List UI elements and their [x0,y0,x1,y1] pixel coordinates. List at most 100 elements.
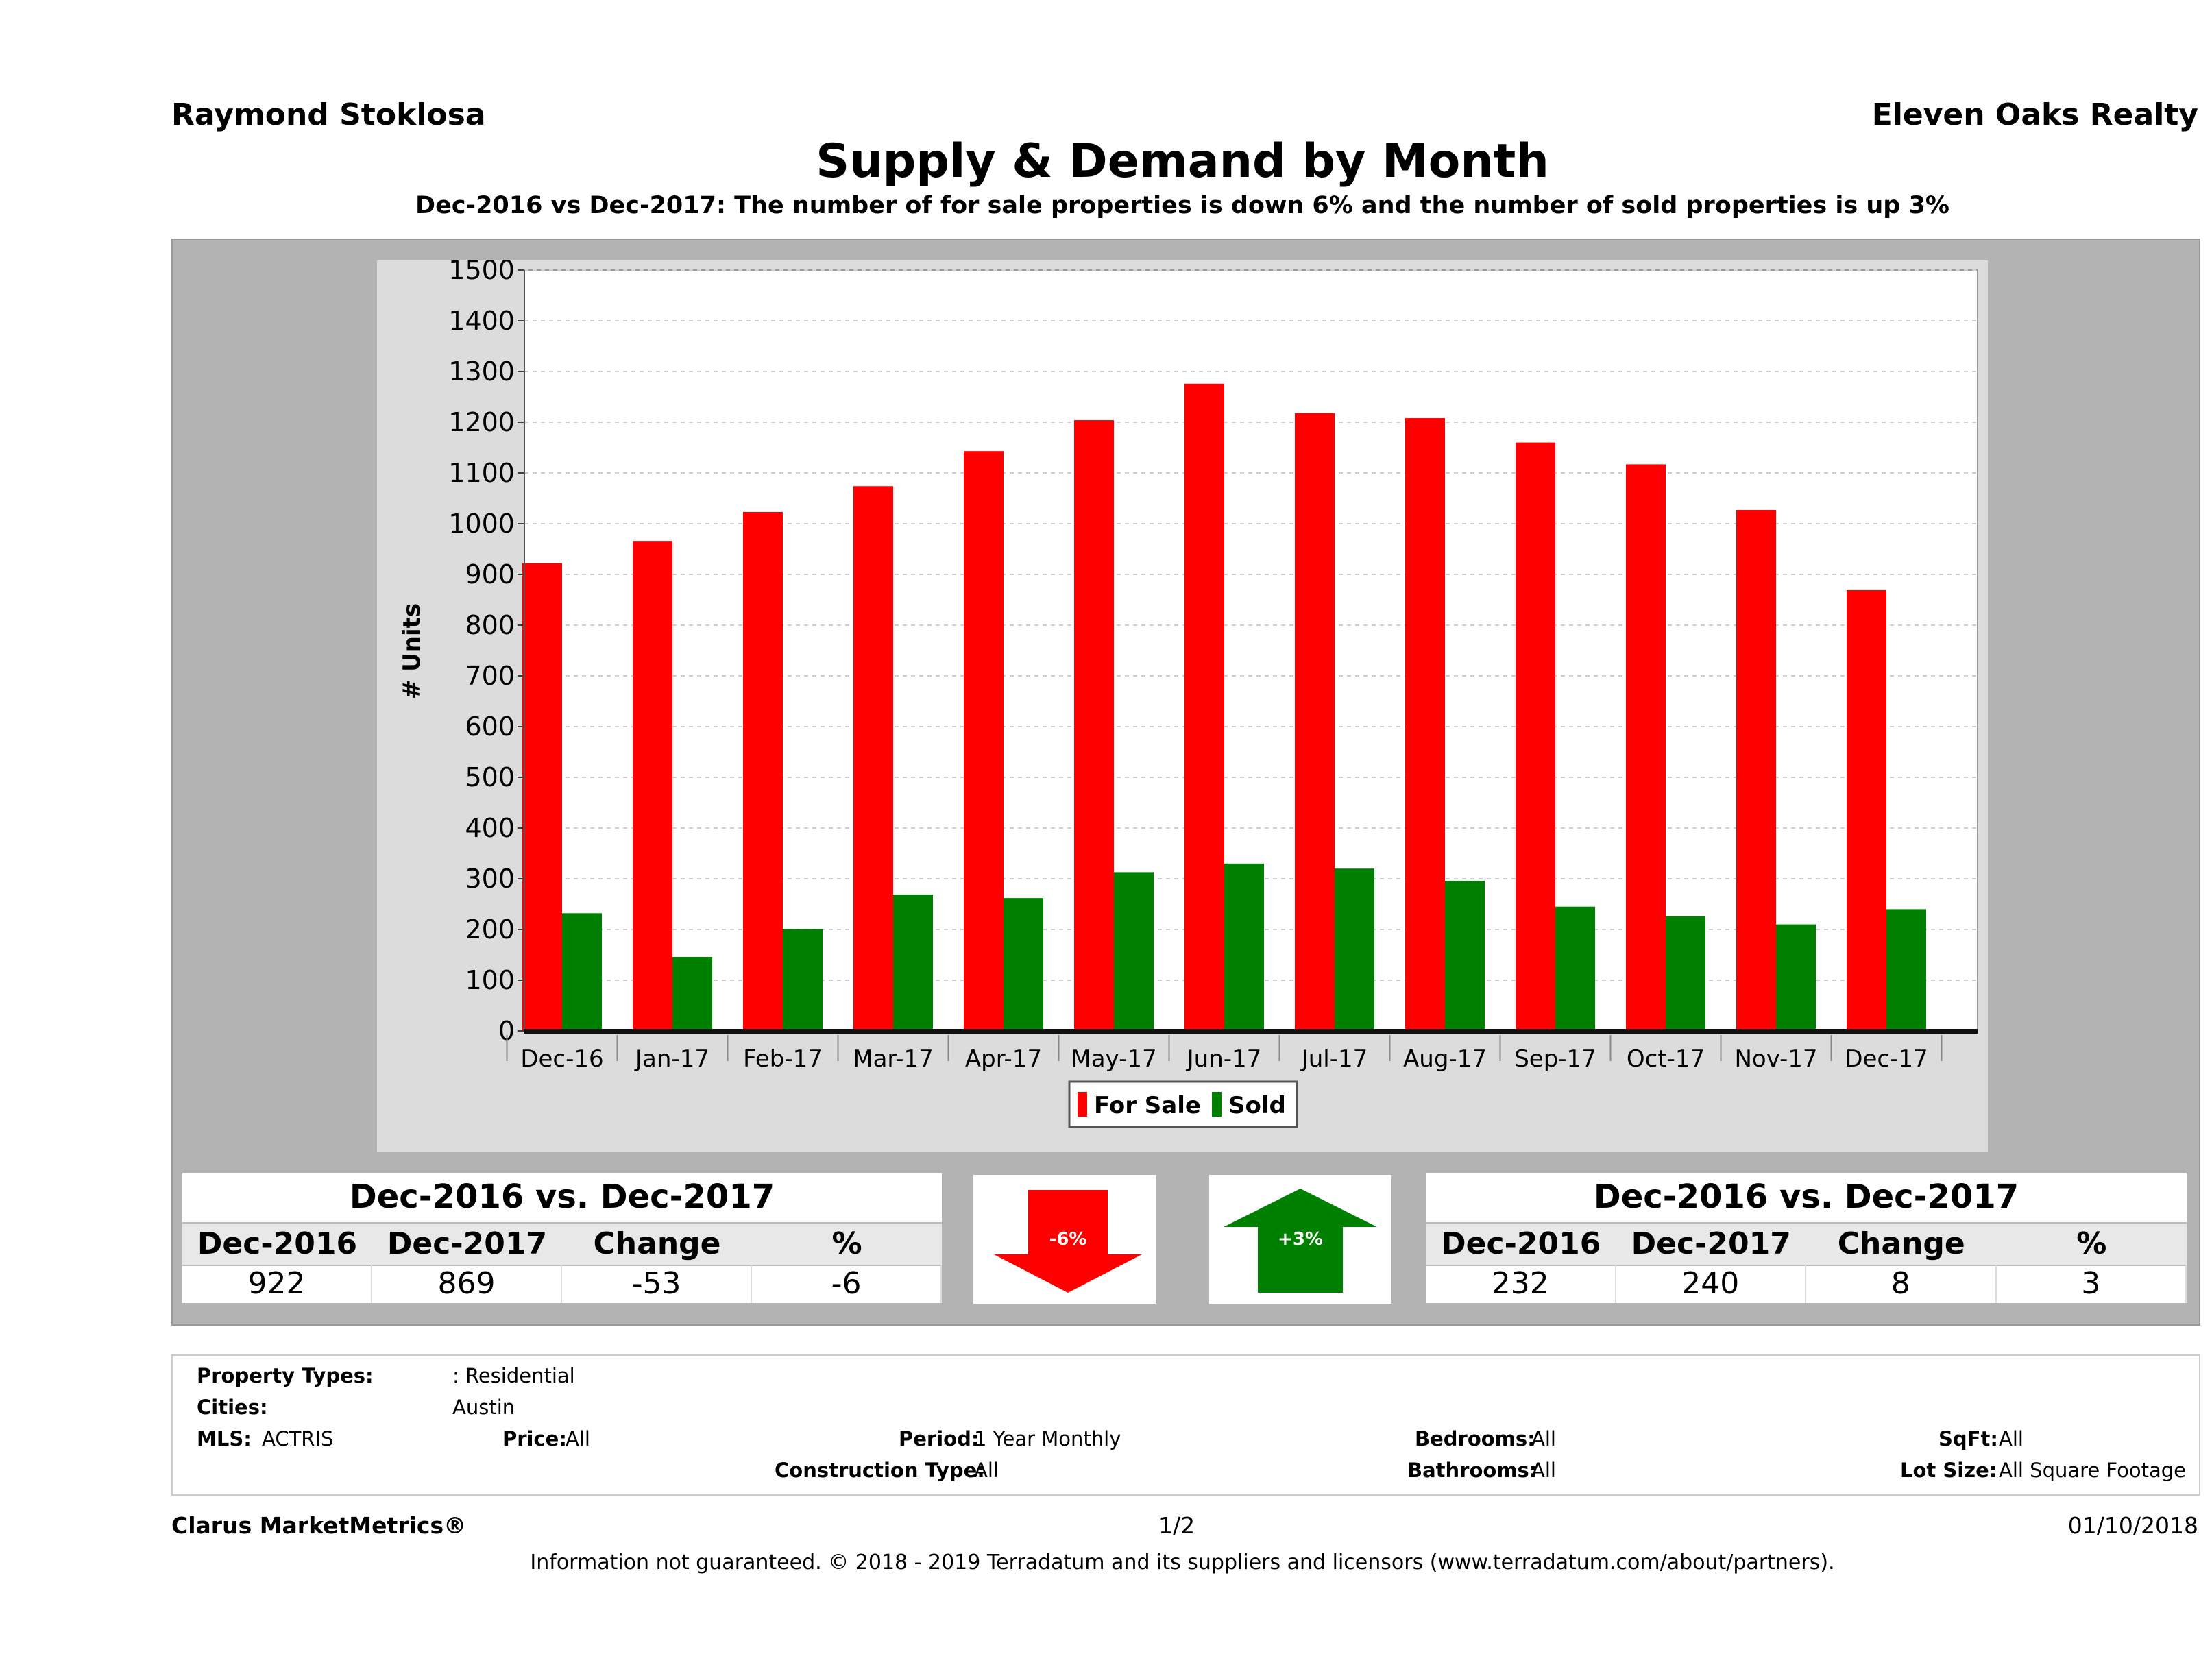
bar-for-sale-sep-17 [1516,442,1555,1031]
arrow-down-icon: -6% [994,1190,1142,1293]
bar-for-sale-mar-17 [853,486,893,1031]
legend-swatch-for-sale [1078,1092,1087,1117]
bar-for-sale-oct-17 [1626,464,1666,1031]
bar-sold-mar-17 [893,894,933,1031]
up-arrow-label: +3% [1278,1229,1323,1250]
table-cell: 8 [1806,1265,1997,1303]
brokerage-name: Eleven Oaks Realty [1871,97,2198,132]
construction-type-value: All [974,1459,999,1482]
y-tick-label: 1400 [448,306,515,336]
y-tick-label: 600 [465,712,515,742]
supply-demand-chart: 0100200300400500600700800900100011001200… [398,260,1978,1128]
bar-sold-sep-17 [1555,906,1595,1031]
property-types-value: : Residential [452,1364,575,1387]
bar-for-sale-dec-16 [522,563,562,1031]
x-tick-label: May-17 [1071,1045,1156,1073]
report-date: 01/10/2018 [2067,1512,2198,1539]
sold-comparison-table: Dec-2016 vs. Dec-2017 Dec-2016 Dec-2017 … [1426,1173,2187,1303]
page-number: 1/2 [1158,1512,1195,1539]
bar-for-sale-apr-17 [964,451,1004,1031]
bedrooms-label: Bedrooms: [1415,1427,1535,1450]
column-header: Dec-2016 [1441,1226,1601,1261]
bar-for-sale-jul-17 [1295,413,1335,1031]
table-cell: -53 [562,1265,752,1303]
x-tick-label: Mar-17 [853,1045,934,1073]
up-arrow-shape [1224,1189,1377,1293]
bar-sold-oct-17 [1666,916,1705,1031]
for-sale-change-indicator: -6% [973,1175,1156,1304]
table-row: 922 869 -53 -6 [182,1265,942,1303]
for-sale-comparison-table: Dec-2016 vs. Dec-2017 Dec-2016 Dec-2017 … [182,1173,942,1303]
table-cell: -6 [752,1265,942,1303]
y-tick-label: 1300 [448,356,515,387]
y-tick-label: 300 [465,864,515,894]
y-tick-label: 200 [465,914,515,945]
mls-label: MLS: [197,1427,252,1450]
bathrooms-label: Bathrooms: [1407,1459,1538,1482]
bar-sold-dec-16 [562,913,602,1031]
x-tick-label: Apr-17 [965,1045,1042,1073]
bar-sold-jul-17 [1335,868,1374,1031]
table-cell: 3 [1997,1265,2187,1303]
column-header: Change [593,1226,721,1261]
bar-for-sale-jan-17 [633,541,672,1031]
y-tick-label: 100 [465,965,515,995]
table-cell: 232 [1426,1265,1616,1303]
bar-sold-aug-17 [1445,880,1485,1031]
bar-for-sale-nov-17 [1736,510,1776,1031]
arrow-up-icon: +3% [1224,1189,1377,1293]
period-label: Period: [899,1427,980,1450]
x-tick-label: Nov-17 [1735,1045,1818,1073]
table-title: Dec-2016 vs. Dec-2017 [349,1178,775,1216]
bar-sold-may-17 [1114,872,1154,1031]
x-tick-label: Jul-17 [1300,1045,1368,1073]
bar-sold-feb-17 [783,929,823,1031]
y-axis-label: # Units [398,603,426,699]
table-cell: 922 [182,1265,372,1303]
search-criteria-panel [171,1354,2200,1496]
agent-name: Raymond Stoklosa [171,97,486,132]
x-tick-label: Feb-17 [743,1045,823,1073]
table-cell: 240 [1616,1265,1806,1303]
bar-sold-jan-17 [672,956,712,1031]
y-tick-label: 1100 [448,458,515,488]
x-tick-label: Oct-17 [1627,1045,1705,1073]
bar-sold-jun-17 [1224,863,1264,1031]
legend-swatch-sold [1212,1092,1222,1117]
y-tick-label: 700 [465,661,515,691]
column-header: % [2076,1226,2107,1261]
x-tick-label: Dec-16 [520,1045,603,1073]
property-types-label: Property Types: [197,1364,374,1387]
bar-for-sale-aug-17 [1405,418,1445,1031]
disclaimer: Information not guaranteed. © 2018 - 201… [530,1551,1835,1574]
cities-label: Cities: [197,1396,268,1419]
sold-change-indicator: +3% [1209,1175,1391,1304]
bathrooms-value: All [1531,1459,1556,1482]
bar-sold-dec-17 [1886,909,1926,1031]
chart-legend: For Sale Sold [1068,1080,1298,1128]
column-header: Change [1837,1226,1965,1261]
y-tick-label: 400 [465,813,515,843]
table-header-row: Dec-2016 Dec-2017 Change % [1426,1222,2187,1266]
lot-size-label: Lot Size: [1900,1459,1997,1482]
y-tick-label: 900 [465,559,515,589]
legend-label-for-sale: For Sale [1094,1092,1201,1119]
price-label: Price: [502,1427,567,1450]
report-title: Supply & Demand by Month [816,134,1549,189]
y-tick-label: 1200 [448,407,515,437]
table-title: Dec-2016 vs. Dec-2017 [1593,1178,2019,1216]
x-tick-label: Jun-17 [1186,1045,1262,1073]
y-tick-label: 800 [465,610,515,640]
price-value: All [566,1427,590,1450]
report-subtitle: Dec-2016 vs Dec-2017: The number of for … [415,192,1949,219]
down-arrow-shape [994,1190,1142,1293]
bar-for-sale-may-17 [1074,420,1114,1031]
bar-sold-apr-17 [1004,898,1043,1031]
bar-sold-nov-17 [1776,924,1816,1031]
period-value: 1 Year Monthly [974,1427,1121,1450]
column-header: % [831,1226,862,1261]
sqft-value: All [1999,1427,2023,1450]
table-cell: 869 [372,1265,562,1303]
column-header: Dec-2016 [197,1226,358,1261]
construction-type-label: Construction Type: [775,1459,985,1482]
